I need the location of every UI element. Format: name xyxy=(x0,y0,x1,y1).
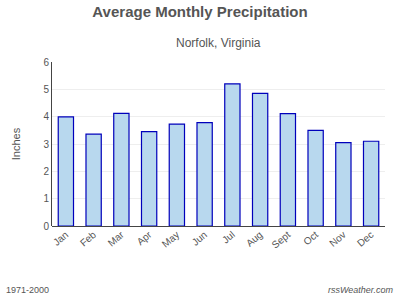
svg-text:May: May xyxy=(160,229,182,250)
svg-text:Norfolk, Virginia: Norfolk, Virginia xyxy=(176,36,261,50)
svg-text:Jun: Jun xyxy=(190,229,209,248)
svg-text:Feb: Feb xyxy=(78,229,99,249)
svg-text:6: 6 xyxy=(43,57,49,68)
svg-text:Dec: Dec xyxy=(355,229,376,249)
svg-text:Aug: Aug xyxy=(244,229,265,249)
svg-text:1971-2000: 1971-2000 xyxy=(6,285,49,295)
svg-text:Nov: Nov xyxy=(327,229,348,249)
svg-text:Jan: Jan xyxy=(51,229,70,248)
svg-text:Apr: Apr xyxy=(135,229,155,248)
svg-text:2: 2 xyxy=(43,166,49,177)
svg-text:3: 3 xyxy=(43,139,49,150)
svg-text:4: 4 xyxy=(43,111,49,122)
svg-text:Inches: Inches xyxy=(10,127,22,160)
svg-text:Sept: Sept xyxy=(270,229,293,251)
svg-text:0: 0 xyxy=(43,221,49,232)
svg-text:Mar: Mar xyxy=(106,229,127,249)
svg-text:1: 1 xyxy=(43,193,49,204)
svg-text:rssWeather.com: rssWeather.com xyxy=(328,285,394,295)
svg-text:Oct: Oct xyxy=(301,229,320,248)
svg-text:Jul: Jul xyxy=(220,229,237,246)
svg-text:Average Monthly Precipitation: Average Monthly Precipitation xyxy=(92,3,307,20)
svg-text:5: 5 xyxy=(43,84,49,95)
